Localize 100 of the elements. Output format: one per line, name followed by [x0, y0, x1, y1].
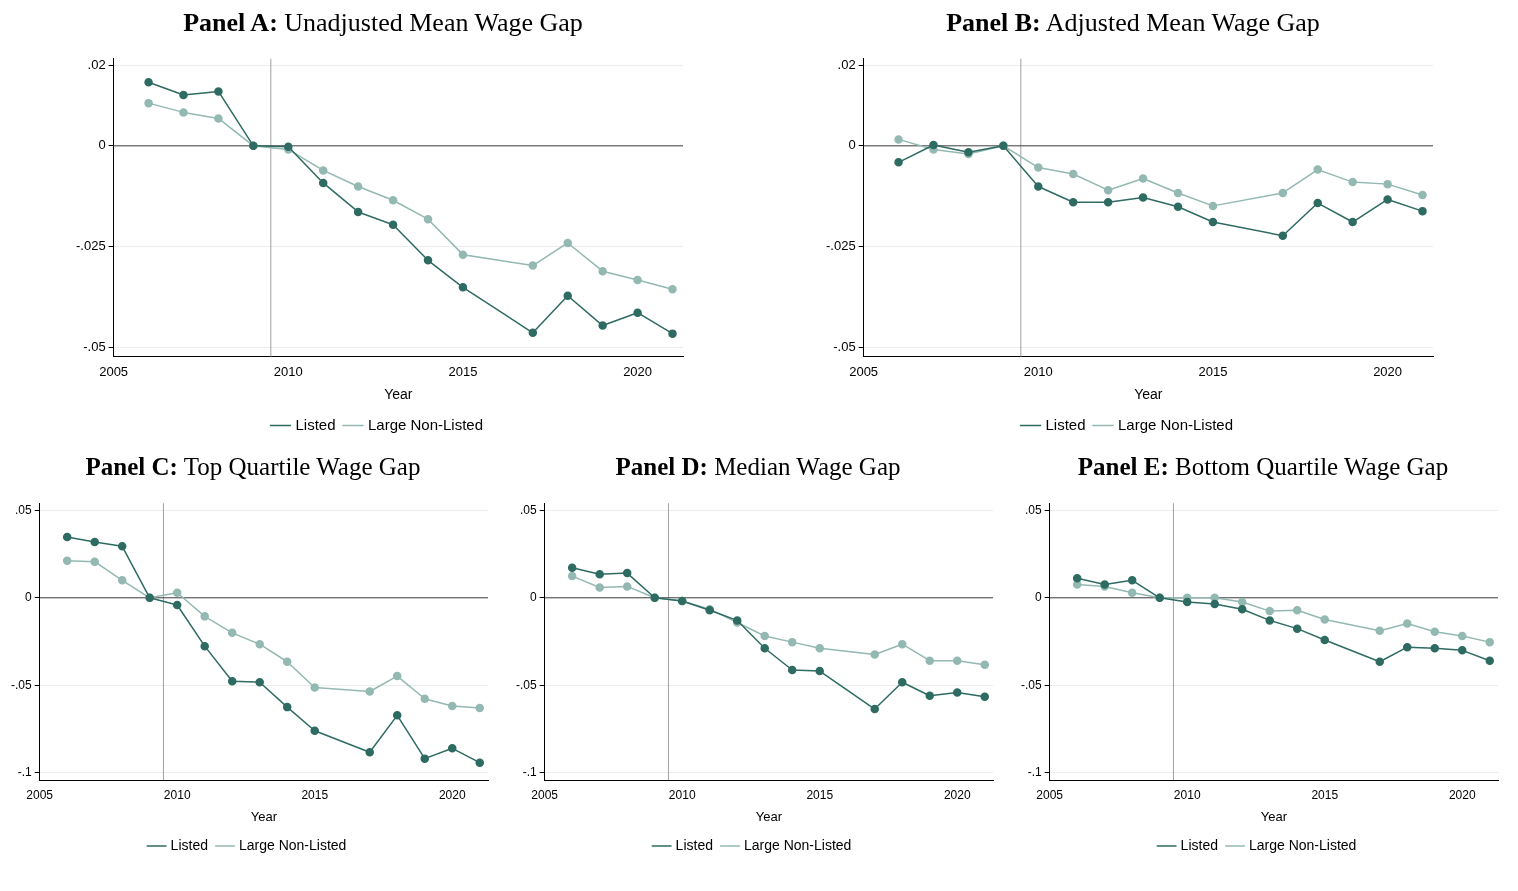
- point: [353, 182, 363, 191]
- point: [90, 537, 99, 547]
- y-tick-label: -.025: [75, 238, 106, 254]
- point: [282, 657, 292, 666]
- point: [595, 569, 604, 579]
- y-tick-label: -.025: [825, 238, 856, 254]
- point: [388, 196, 398, 205]
- point: [929, 140, 938, 150]
- y-tick-label: -.05: [83, 338, 106, 354]
- point: [1320, 635, 1329, 645]
- x-tick-label: 2005: [99, 363, 129, 379]
- point: [1265, 606, 1274, 616]
- point: [318, 178, 328, 188]
- point: [1072, 573, 1082, 583]
- point: [622, 568, 632, 578]
- chart-title: Panel A: Unadjusted Mean Wage Gap: [183, 8, 583, 37]
- point: [760, 644, 769, 653]
- y-tick-label: .02: [837, 56, 856, 72]
- y-tick-label: .05: [14, 502, 32, 517]
- point: [787, 665, 797, 675]
- point: [980, 692, 989, 702]
- y-tick-label: .05: [519, 502, 537, 517]
- x-tick-label: 2015: [1311, 787, 1339, 802]
- point: [1068, 198, 1078, 207]
- legend-label: Large Non-Listed: [367, 415, 484, 433]
- point: [62, 556, 72, 565]
- point: [62, 532, 72, 542]
- point: [1173, 202, 1183, 211]
- x-tick-label: 2020: [623, 363, 653, 379]
- point: [1348, 177, 1357, 187]
- point: [894, 158, 903, 167]
- point: [144, 98, 153, 108]
- point: [1138, 174, 1148, 183]
- point: [420, 754, 429, 763]
- point: [1237, 597, 1247, 607]
- point: [952, 656, 962, 665]
- point: [897, 639, 907, 649]
- point: [1383, 195, 1392, 204]
- point: [255, 639, 264, 649]
- point: [227, 628, 237, 638]
- point: [1208, 217, 1218, 227]
- point: [200, 641, 209, 651]
- point: [1127, 576, 1137, 585]
- point: [255, 677, 264, 687]
- point: [1402, 619, 1412, 628]
- x-tick-label: 2020: [1373, 363, 1403, 379]
- chart-title: Panel C: Top Quartile Wage Gap: [85, 453, 421, 480]
- point: [563, 291, 572, 300]
- point: [668, 329, 677, 338]
- y-tick-label: -.1: [17, 765, 32, 780]
- chart-title: Panel D: Median Wage Gap: [615, 453, 901, 480]
- point: [200, 612, 209, 621]
- legend-label: Large Non-Listed: [238, 836, 347, 853]
- point: [870, 650, 879, 659]
- point: [1127, 588, 1137, 597]
- point: [1034, 182, 1043, 191]
- point: [952, 688, 962, 697]
- point: [1485, 637, 1494, 647]
- point: [388, 220, 398, 230]
- point: [423, 256, 433, 265]
- point: [925, 691, 934, 700]
- point: [1375, 657, 1384, 666]
- point: [598, 321, 607, 330]
- point: [870, 704, 879, 714]
- y-tick-label: 0: [848, 137, 856, 153]
- point: [567, 563, 577, 573]
- point: [423, 214, 433, 224]
- point: [1265, 616, 1274, 625]
- point: [528, 328, 538, 338]
- point: [894, 135, 903, 144]
- legend-label: Listed: [1180, 836, 1218, 853]
- point: [1292, 605, 1302, 615]
- point: [1182, 597, 1192, 607]
- x-axis-title: Year: [250, 808, 278, 824]
- point: [179, 108, 188, 117]
- x-tick-label: 2005: [26, 787, 54, 802]
- point: [392, 711, 402, 720]
- point: [117, 576, 127, 585]
- x-tick-label: 2010: [163, 787, 191, 802]
- point: [117, 542, 127, 551]
- point: [310, 683, 319, 692]
- x-tick-label: 2005: [531, 787, 559, 802]
- point: [622, 582, 632, 591]
- point: [815, 644, 824, 653]
- x-tick-label: 2020: [1448, 787, 1476, 802]
- point: [1278, 231, 1288, 240]
- point: [365, 687, 374, 696]
- point: [475, 758, 484, 767]
- point: [760, 631, 769, 641]
- x-tick-label: 2015: [448, 363, 478, 379]
- point: [1485, 656, 1494, 665]
- x-axis-title: Year: [384, 386, 413, 403]
- point: [172, 588, 182, 597]
- legend-label: Large Non-Listed: [1248, 836, 1357, 853]
- point: [365, 748, 374, 757]
- point: [1418, 206, 1427, 216]
- point: [633, 308, 642, 317]
- x-tick-label: 2020: [943, 787, 971, 802]
- point: [353, 207, 363, 217]
- point: [1034, 163, 1043, 172]
